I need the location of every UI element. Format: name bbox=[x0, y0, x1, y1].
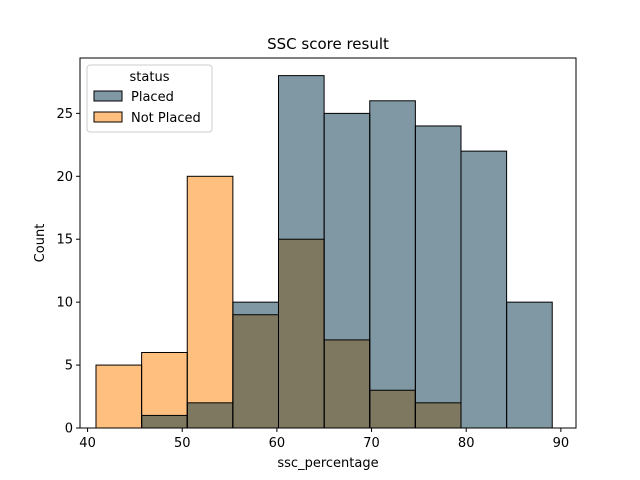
bar-placed-bin-5 bbox=[324, 113, 370, 340]
x-tick-label-50: 50 bbox=[174, 436, 191, 451]
bar-overlap-bin-5 bbox=[324, 339, 370, 428]
bar-not-placed-bin-1 bbox=[141, 352, 188, 416]
y-tick-label-25: 25 bbox=[56, 107, 73, 122]
bar-placed-bin-3 bbox=[232, 302, 279, 315]
y-tick-label-5: 5 bbox=[65, 359, 73, 374]
bar-overlap-bin-3 bbox=[232, 314, 279, 428]
bar-placed-bin-9 bbox=[506, 302, 553, 428]
y-tick-label-20: 20 bbox=[56, 170, 73, 185]
legend-title: status bbox=[130, 70, 170, 85]
bar-placed-bin-4 bbox=[278, 75, 325, 240]
y-axis-label: Count bbox=[33, 224, 48, 263]
y-tick-label-0: 0 bbox=[65, 422, 73, 437]
bar-placed-bin-6 bbox=[369, 100, 416, 391]
y-axis: 0 5 10 15 20 25 bbox=[56, 107, 80, 437]
legend-label-placed: Placed bbox=[131, 90, 174, 105]
x-axis-label: ssc_percentage bbox=[277, 456, 378, 471]
legend-label-not-placed: Not Placed bbox=[131, 111, 201, 126]
x-tick-label-60: 60 bbox=[269, 436, 286, 451]
bar-not-placed-bin-0 bbox=[95, 365, 142, 428]
x-tick-label-80: 80 bbox=[458, 436, 475, 451]
bar-overlap-bin-2 bbox=[187, 402, 233, 428]
x-axis: 40 50 60 70 80 90 bbox=[79, 428, 569, 451]
bar-overlap-bin-1 bbox=[141, 415, 188, 428]
legend: status Placed Not Placed bbox=[86, 64, 213, 133]
bar-overlap-bin-4 bbox=[278, 239, 325, 428]
bar-overlap-bin-7 bbox=[415, 402, 461, 428]
bars-group bbox=[95, 75, 553, 429]
bar-not-placed-bin-2 bbox=[187, 176, 233, 403]
y-tick-label-10: 10 bbox=[56, 296, 73, 311]
x-tick-label-70: 70 bbox=[363, 436, 380, 451]
y-tick-label-15: 15 bbox=[56, 233, 73, 248]
chart-title: SSC score result bbox=[267, 35, 389, 53]
x-tick-label-90: 90 bbox=[553, 436, 570, 451]
bar-placed-bin-8 bbox=[460, 151, 507, 428]
x-tick-label-40: 40 bbox=[79, 436, 96, 451]
plot-frame bbox=[79, 57, 577, 429]
bar-overlap-bin-6 bbox=[369, 390, 416, 428]
legend-swatch-placed bbox=[93, 90, 123, 102]
bar-placed-bin-7 bbox=[415, 125, 461, 403]
legend-swatch-not-placed bbox=[93, 111, 123, 123]
